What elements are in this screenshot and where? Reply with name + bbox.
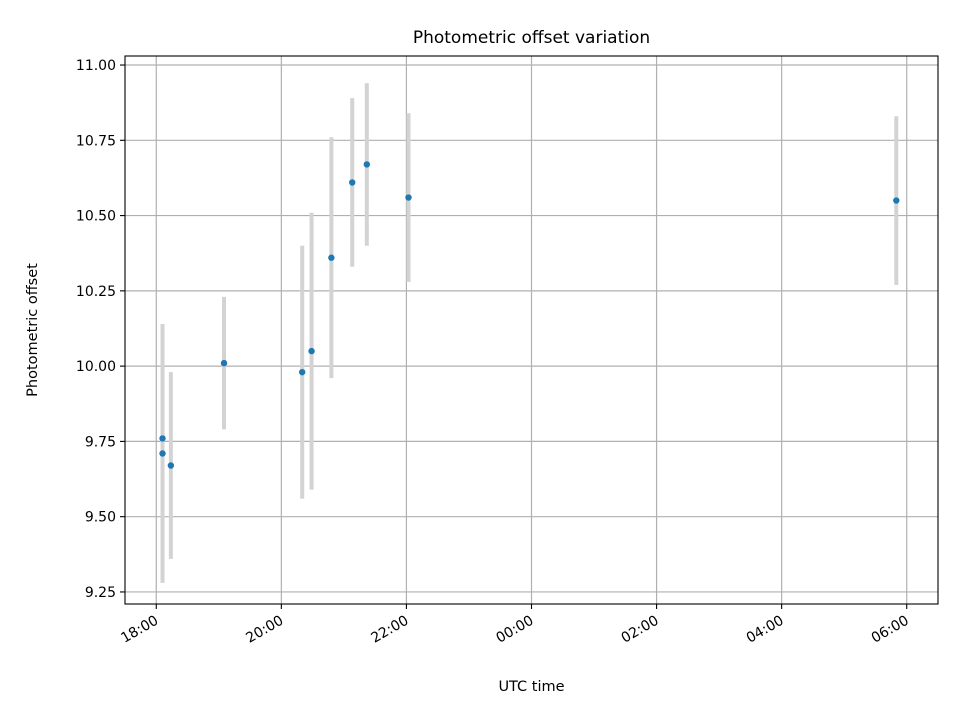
data-point — [363, 161, 371, 168]
data-point — [298, 368, 306, 376]
y-axis: 9.25 9.50 9.75 10.00 10.25 10.50 10.75 11.00 — [76, 58, 125, 601]
x-tick-label: 04:00 — [744, 613, 787, 647]
data-point — [405, 194, 412, 201]
y-tick-label: 10.75 — [76, 133, 116, 149]
x-axis: 18:00 20:00 22:00 00:00 02:00 04:00 06:00 — [118, 604, 912, 647]
data-point — [349, 179, 356, 186]
x-tick-label: 06:00 — [869, 613, 912, 647]
data-point — [220, 359, 228, 367]
y-tick-label: 11.00 — [76, 58, 116, 74]
x-tick-label: 00:00 — [494, 613, 537, 647]
data-point — [167, 462, 175, 469]
y-tick-label: 9.50 — [85, 510, 116, 526]
x-tick-label: 02:00 — [619, 613, 662, 647]
y-tick-label: 10.25 — [76, 284, 116, 300]
y-tick-label: 10.50 — [76, 209, 116, 225]
chart-title: Photometric offset variation — [413, 28, 650, 48]
x-axis-label: UTC time — [498, 679, 564, 695]
x-tick-label: 22:00 — [368, 613, 411, 647]
data-point — [893, 197, 900, 204]
data-point — [159, 435, 166, 442]
y-tick-label: 9.75 — [85, 434, 116, 450]
grid — [125, 56, 938, 604]
data-point — [159, 450, 166, 457]
y-axis-label: Photometric offset — [25, 263, 41, 397]
data-points — [159, 161, 900, 469]
data-point — [308, 347, 315, 355]
data-point — [328, 254, 335, 261]
y-tick-label: 10.00 — [76, 359, 116, 375]
x-tick-label: 18:00 — [118, 613, 161, 647]
y-tick-label: 9.25 — [85, 585, 116, 601]
x-tick-label: 20:00 — [243, 613, 286, 647]
error-bars — [160, 83, 899, 583]
